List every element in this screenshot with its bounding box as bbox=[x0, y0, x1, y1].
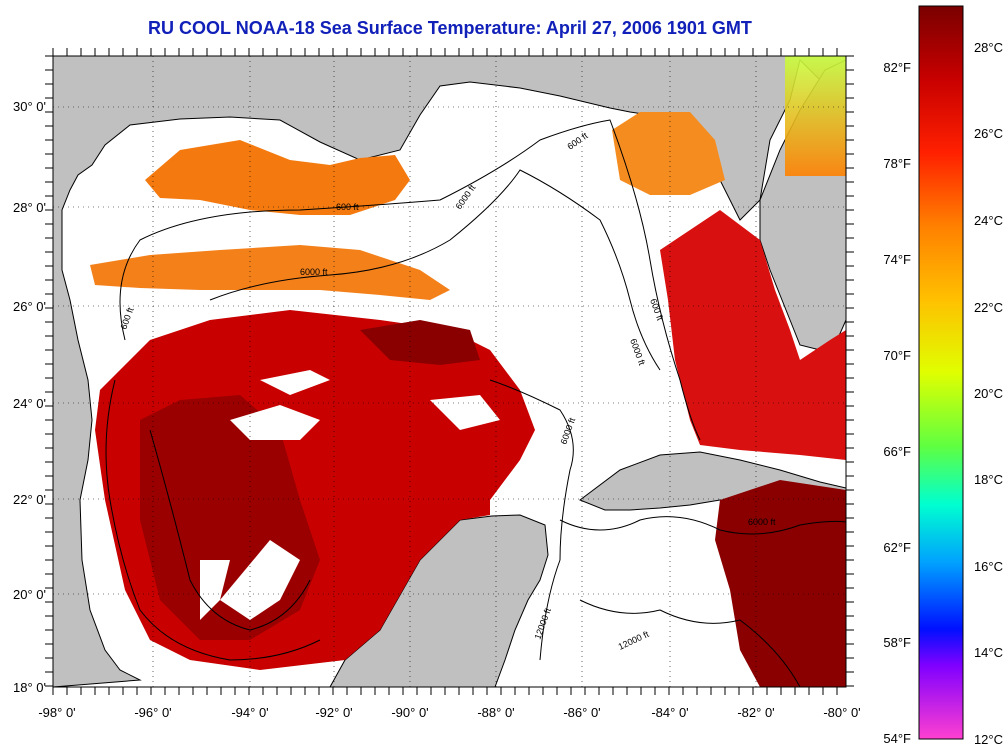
map-title: RU COOL NOAA-18 Sea Surface Temperature:… bbox=[148, 18, 752, 38]
lat-label: 22° 0' bbox=[13, 492, 46, 507]
sst-green-florida-coast bbox=[785, 56, 846, 176]
lon-label: -90° 0' bbox=[391, 705, 428, 720]
lat-label: 24° 0' bbox=[13, 396, 46, 411]
fahrenheit-label: 74°F bbox=[883, 252, 911, 267]
contour-label: 6000 ft bbox=[300, 267, 328, 277]
north-coast-land bbox=[53, 56, 846, 687]
lon-label: -92° 0' bbox=[315, 705, 352, 720]
lon-label: -86° 0' bbox=[563, 705, 600, 720]
yucatan-peninsula bbox=[329, 514, 549, 687]
sst-orange-west bbox=[90, 245, 450, 300]
lat-label: 20° 0' bbox=[13, 587, 46, 602]
celsius-label: 12°C bbox=[974, 732, 1003, 747]
celsius-label: 28°C bbox=[974, 40, 1003, 55]
map-frame bbox=[52, 55, 847, 688]
celsius-label: 22°C bbox=[974, 300, 1003, 315]
celsius-label: 26°C bbox=[974, 126, 1003, 141]
bathymetry-contours bbox=[105, 119, 846, 687]
contour-label: 6000 ft bbox=[748, 517, 776, 527]
fahrenheit-label: 82°F bbox=[883, 60, 911, 75]
sst-red-eastshelf bbox=[660, 210, 846, 460]
lat-label: 30° 0' bbox=[13, 99, 46, 114]
lon-label: -82° 0' bbox=[737, 705, 774, 720]
lon-label: -84° 0' bbox=[651, 705, 688, 720]
sst-darkred-caribbean bbox=[715, 480, 846, 687]
colorbar: 28°C 26°C 24°C 22°C 20°C 18°C 16°C 14°C … bbox=[883, 5, 1003, 747]
sst-orange-bigbend bbox=[612, 112, 725, 195]
celsius-label: 18°C bbox=[974, 472, 1003, 487]
fahrenheit-label: 58°F bbox=[883, 635, 911, 650]
lon-label: -98° 0' bbox=[38, 705, 75, 720]
colorbar-gradient bbox=[918, 5, 964, 740]
fahrenheit-label: 66°F bbox=[883, 444, 911, 459]
lon-label: -80° 0' bbox=[823, 705, 860, 720]
fahrenheit-label: 70°F bbox=[883, 348, 911, 363]
fahrenheit-label: 62°F bbox=[883, 540, 911, 555]
lat-label: 18° 0' bbox=[13, 680, 46, 695]
latitude-labels: 30° 0' 28° 0' 26° 0' 24° 0' 22° 0' 20° 0… bbox=[13, 99, 46, 695]
lon-label: -88° 0' bbox=[477, 705, 514, 720]
lon-label: -96° 0' bbox=[134, 705, 171, 720]
celsius-label: 14°C bbox=[974, 645, 1003, 660]
map-ticks bbox=[45, 48, 854, 695]
contour-label: 600 ft bbox=[336, 202, 359, 212]
lon-label: -94° 0' bbox=[231, 705, 268, 720]
celsius-label: 16°C bbox=[974, 559, 1003, 574]
longitude-labels: -98° 0' -96° 0' -94° 0' -92° 0' -90° 0' … bbox=[38, 705, 860, 720]
celsius-label: 24°C bbox=[974, 213, 1003, 228]
fahrenheit-label: 54°F bbox=[883, 731, 911, 746]
lat-label: 26° 0' bbox=[13, 299, 46, 314]
celsius-label: 20°C bbox=[974, 386, 1003, 401]
map-grid bbox=[53, 56, 846, 687]
fahrenheit-labels: 82°F 78°F 74°F 70°F 66°F 62°F 58°F 54°F bbox=[883, 60, 911, 746]
map-area: 600 ft 6000 ft 600 ft 6000 ft 600 ft 600… bbox=[13, 48, 861, 720]
fahrenheit-label: 78°F bbox=[883, 156, 911, 171]
lat-label: 28° 0' bbox=[13, 200, 46, 215]
celsius-labels: 28°C 26°C 24°C 22°C 20°C 18°C 16°C 14°C … bbox=[974, 40, 1003, 747]
sst-darkred-ne bbox=[360, 320, 480, 365]
sst-orange-north bbox=[145, 140, 410, 215]
